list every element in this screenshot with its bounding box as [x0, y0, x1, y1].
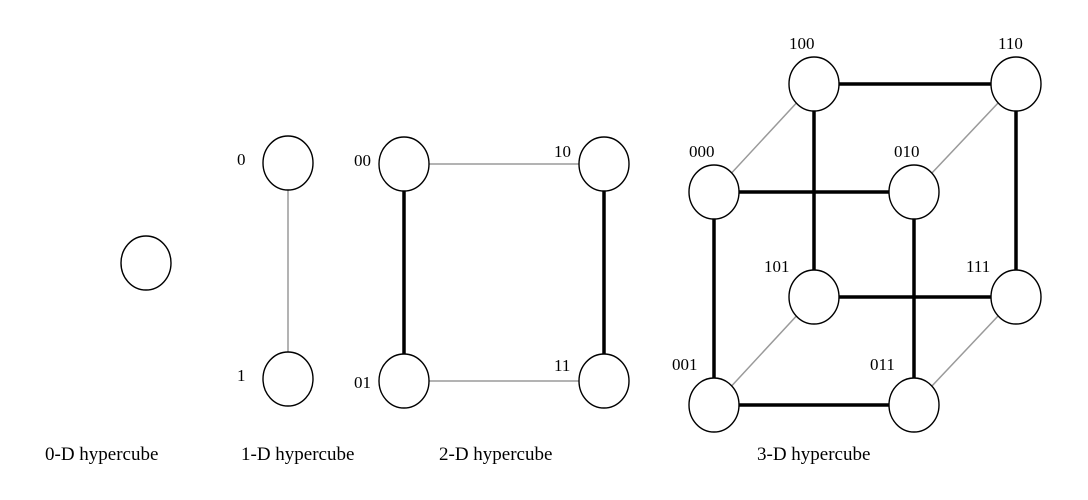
- caption-0d: 0-D hypercube: [45, 444, 158, 465]
- label-3d-001: 001: [672, 355, 698, 374]
- label-1d-0: 0: [237, 150, 246, 169]
- node-3d-000: [688, 164, 740, 220]
- label-3d-110: 110: [998, 34, 1023, 53]
- hypercube-0d: 0-D hypercube: [45, 235, 172, 465]
- label-3d-010: 010: [894, 142, 920, 161]
- node-3d-001: [688, 377, 740, 433]
- label-3d-000: 000: [689, 142, 715, 161]
- label-2d-01: 01: [354, 373, 371, 392]
- node-3d-010: [888, 164, 940, 220]
- node-3d-101: [788, 269, 840, 325]
- node-2d-01: [378, 353, 430, 409]
- node-3d-111: [990, 269, 1042, 325]
- label-2d-11: 11: [554, 356, 570, 375]
- caption-1d: 1-D hypercube: [241, 444, 354, 465]
- hypercube-1d: 0 1 1-D hypercube: [237, 135, 354, 465]
- hypercube-2d: 00 10 01 11 2-D hypercube: [354, 136, 630, 465]
- caption-3d: 3-D hypercube: [757, 444, 870, 465]
- node-3d-100: [788, 56, 840, 112]
- node-0d: [120, 235, 172, 291]
- caption-2d: 2-D hypercube: [439, 444, 552, 465]
- node-1d-1: [262, 351, 314, 407]
- hypercube-3d: 100 110 000 010 101 111 001 011 3-D hype…: [672, 34, 1042, 465]
- node-2d-11: [578, 353, 630, 409]
- label-1d-1: 1: [237, 366, 246, 385]
- label-3d-011: 011: [870, 355, 895, 374]
- label-2d-10: 10: [554, 142, 571, 161]
- label-3d-100: 100: [789, 34, 815, 53]
- node-3d-110: [990, 56, 1042, 112]
- node-3d-011: [888, 377, 940, 433]
- label-3d-101: 101: [764, 257, 790, 276]
- node-2d-10: [578, 136, 630, 192]
- node-2d-00: [378, 136, 430, 192]
- label-3d-111: 111: [966, 257, 990, 276]
- label-2d-00: 00: [354, 151, 371, 170]
- node-1d-0: [262, 135, 314, 191]
